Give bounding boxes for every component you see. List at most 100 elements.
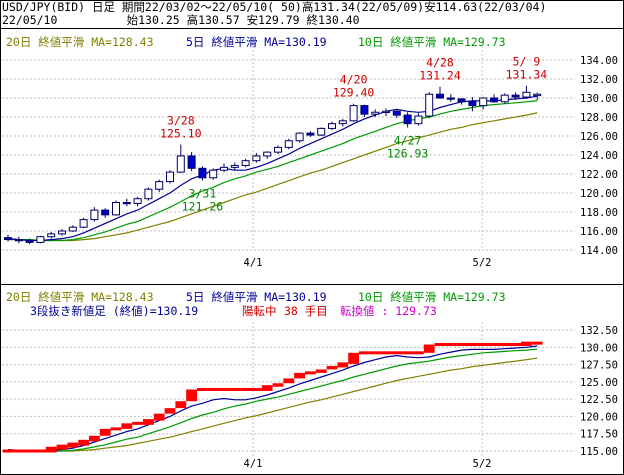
candle-body [306,132,315,136]
bottom-legend-ma10: 10日 終値平滑 MA=129.73 [358,290,506,304]
bottom-x-tick-label: 4/1 [244,458,263,470]
break-bar [153,413,165,421]
candle-body [468,101,477,107]
bottom-legend-ma20: 20日 終値平滑 MA=128.43 [6,290,154,304]
candle-body [371,111,380,115]
candle-body [511,94,520,98]
low-annotation-value: 121.26 [182,200,224,214]
candle-body [101,209,110,216]
candle-body [263,151,272,157]
candle-body [241,160,250,166]
break-bar [380,351,392,355]
top-ma10-line [7,100,538,242]
candle-body [252,155,261,162]
candle-body [122,202,131,205]
break-bar [434,343,446,347]
break-bar [369,351,381,355]
bottom-y-tick-label: 125.00 [580,377,618,389]
high-annotation-date: 5/ 9 [513,55,541,69]
top-y-tick-label: 126.00 [580,131,618,143]
break-bar [531,341,543,345]
bottom-y-tick-label: 127.50 [580,360,618,372]
header-title-line: USD/JPY(BID) 日足 期間22/03/02～22/05/10( 50)… [2,0,547,14]
high-annotation-value: 131.24 [419,69,461,83]
break-bar [143,419,154,425]
break-count-label: 38 手目 [284,304,328,318]
break-bar [510,343,521,347]
break-bar [56,444,68,450]
candle-body [457,98,466,103]
break-bar [467,343,478,347]
top-y-tick-label: 114.00 [580,245,618,257]
break-bar [35,449,46,453]
break-bar [413,351,424,355]
candle-body [479,97,488,107]
candle-body [414,115,423,125]
candle-body [47,233,56,238]
break-bar [218,387,230,391]
candle-body [14,239,23,242]
candle-body [144,188,153,200]
candle-body [425,93,434,117]
candle-body [522,91,531,98]
break-bar [326,365,338,370]
candle-body [295,132,304,142]
top-y-tick-label: 130.00 [580,93,618,105]
top-y-tick-label: 116.00 [580,226,618,238]
candle-body [133,198,142,204]
candle-body [112,202,120,216]
break-bar [24,449,35,453]
break-bar [89,435,100,442]
high-annotation-value: 131.34 [506,68,548,82]
bottom-legend-ma5: 5日 終値平滑 MA=130.19 [186,290,327,304]
top-x-tick-label: 5/2 [473,257,492,269]
top-legend-ma5: 5日 終値平滑 MA=130.19 [186,35,327,49]
break-bar [229,387,241,391]
candle-body [155,181,164,190]
break-bar [197,387,208,391]
high-annotation-date: 4/28 [426,56,454,70]
top-y-tick-label: 128.00 [580,112,618,124]
break-bar [294,372,305,379]
bottom-y-tick-label: 130.00 [580,342,618,354]
break-bar [272,383,284,387]
break-bar [175,401,187,409]
top-ma5-line [7,95,538,242]
top-y-tick-label: 122.00 [580,169,618,181]
break-bar [402,351,413,355]
candle-body [500,94,509,103]
candle-body [220,166,228,171]
break-bar [186,389,197,402]
break-bar [207,387,219,391]
break-bar [521,341,532,347]
top-x-tick-label: 4/1 [244,257,263,269]
candle-body [317,127,326,136]
break-bar [423,344,435,353]
candle-body [68,226,77,232]
break-bar [121,423,133,429]
high-annotation-date: 3/28 [167,114,195,128]
break-turn-label: 転換値 : 129.73 [340,304,437,318]
candle-body [230,164,239,168]
candle-body [392,110,401,116]
break-bar [488,343,500,347]
candle-body [58,230,66,235]
bottom-ma10-line [7,348,538,452]
low-annotation-date: 3/31 [189,187,217,201]
bottom-x-tick-label: 5/2 [473,458,492,470]
candle-body [187,155,196,169]
break-bar [359,351,370,355]
top-y-tick-label: 118.00 [580,207,618,219]
break-bar [164,408,176,414]
candle-body [176,155,185,173]
break-bar [305,371,316,375]
candle-body [4,237,12,241]
break-bar [240,387,251,391]
candle-body [284,140,293,148]
candle-body [349,105,358,122]
header-last-bar-line: 22/05/10 始130.25 高130.57 安129.79 終130.40 [2,13,360,27]
candle-body [490,97,498,103]
top-legend-ma20: 20日 終値平滑 MA=128.43 [6,35,154,49]
break-bar [2,449,14,453]
high-annotation-date: 4/20 [340,73,368,87]
